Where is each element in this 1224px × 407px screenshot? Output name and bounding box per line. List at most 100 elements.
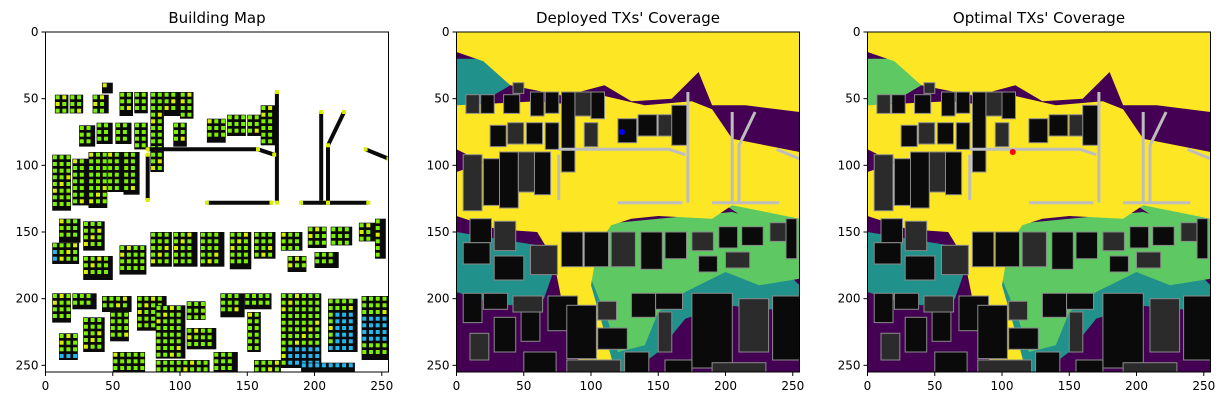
y-tick-label: 0 xyxy=(31,25,39,39)
candidate-point xyxy=(288,314,293,318)
candidate-point xyxy=(52,314,57,318)
candidate-point xyxy=(230,239,235,244)
candidate-point xyxy=(151,303,156,308)
candidate-point xyxy=(369,323,373,328)
building xyxy=(544,122,560,150)
y-tick-label: 150 xyxy=(16,225,39,239)
candidate-point xyxy=(252,300,256,305)
candidate-point xyxy=(269,200,274,205)
candidate-point xyxy=(83,324,88,329)
candidate-point xyxy=(268,119,273,124)
candidate-point xyxy=(180,232,185,237)
candidate-point xyxy=(96,179,100,184)
candidate-point xyxy=(83,270,88,274)
candidate-point xyxy=(281,232,286,237)
candidate-point xyxy=(342,319,347,324)
candidate-point xyxy=(151,316,156,321)
candidate-point xyxy=(288,354,293,358)
candidate-point xyxy=(200,246,205,250)
wall-line xyxy=(776,147,800,161)
candidate-point xyxy=(122,130,127,134)
candidate-point xyxy=(157,166,162,170)
building xyxy=(873,154,894,212)
candidate-point xyxy=(328,312,333,317)
candidate-point xyxy=(248,128,252,133)
candidate-point xyxy=(93,102,98,106)
candidate-point xyxy=(59,232,64,237)
candidate-point xyxy=(221,294,226,298)
candidate-point xyxy=(66,354,71,358)
candidate-point xyxy=(194,308,199,313)
candidate-point xyxy=(102,296,107,301)
candidate-point xyxy=(108,186,113,190)
candidate-point xyxy=(234,307,239,312)
candidate-point xyxy=(315,340,320,345)
candidate-point xyxy=(83,338,88,342)
building xyxy=(482,292,509,310)
candidate-point xyxy=(102,192,107,197)
building xyxy=(493,316,517,353)
candidate-point xyxy=(338,227,343,232)
candidate-point xyxy=(157,232,162,237)
building xyxy=(530,244,558,276)
candidate-point xyxy=(52,243,57,248)
building xyxy=(1021,231,1047,268)
x-tick-label: 50 xyxy=(927,379,942,393)
candidate-point xyxy=(315,252,320,257)
candidate-point xyxy=(102,152,107,157)
candidate-point xyxy=(207,259,212,264)
coverage-yellow-top xyxy=(867,32,1211,112)
candidate-point xyxy=(108,172,113,177)
candidate-point xyxy=(369,336,373,341)
candidate-point xyxy=(234,300,239,305)
building xyxy=(583,122,599,148)
candidate-point xyxy=(254,339,259,344)
candidate-point xyxy=(295,314,299,318)
candidate-point xyxy=(301,294,306,298)
candidate-point xyxy=(227,359,232,364)
candidate-point xyxy=(156,306,161,310)
building xyxy=(134,122,148,150)
candidate-point xyxy=(308,314,313,318)
candidate-point xyxy=(97,331,102,336)
candidate-point xyxy=(86,294,91,298)
candidate-point xyxy=(130,186,135,190)
candidate-point xyxy=(90,222,95,226)
candidate-point xyxy=(163,339,168,344)
candidate-point xyxy=(187,106,192,110)
candidate-point xyxy=(102,172,107,177)
candidate-point xyxy=(281,360,286,365)
candidate-point xyxy=(308,307,313,312)
candidate-point xyxy=(73,172,78,177)
candidate-point xyxy=(254,239,259,244)
candidate-point xyxy=(174,123,178,128)
candidate-point xyxy=(288,320,293,325)
candidate-point xyxy=(109,303,114,308)
candidate-point xyxy=(83,318,88,322)
candidate-point xyxy=(163,360,168,365)
candidate-point xyxy=(97,235,102,240)
candidate-point xyxy=(288,263,293,268)
building xyxy=(530,91,545,117)
building xyxy=(725,251,751,269)
building xyxy=(469,218,492,244)
candidate-point xyxy=(281,294,286,298)
building xyxy=(738,298,770,353)
candidate-point xyxy=(187,92,192,97)
candidate-point xyxy=(382,296,387,301)
x-tick-label: 250 xyxy=(781,379,804,393)
candidate-point xyxy=(59,162,64,166)
candidate-point xyxy=(274,360,279,365)
candidate-point xyxy=(73,300,78,305)
candidate-point xyxy=(281,354,286,358)
candidate-point xyxy=(140,252,145,257)
candidate-point xyxy=(261,112,266,117)
coverage-yellow-top xyxy=(456,32,800,112)
candidate-point xyxy=(59,155,64,160)
candidate-point xyxy=(89,179,94,184)
candidate-point xyxy=(104,256,108,261)
candidate-point xyxy=(214,232,219,237)
y-tick-label: 200 xyxy=(427,292,450,306)
candidate-point xyxy=(124,166,129,170)
candidate-point xyxy=(321,240,326,245)
